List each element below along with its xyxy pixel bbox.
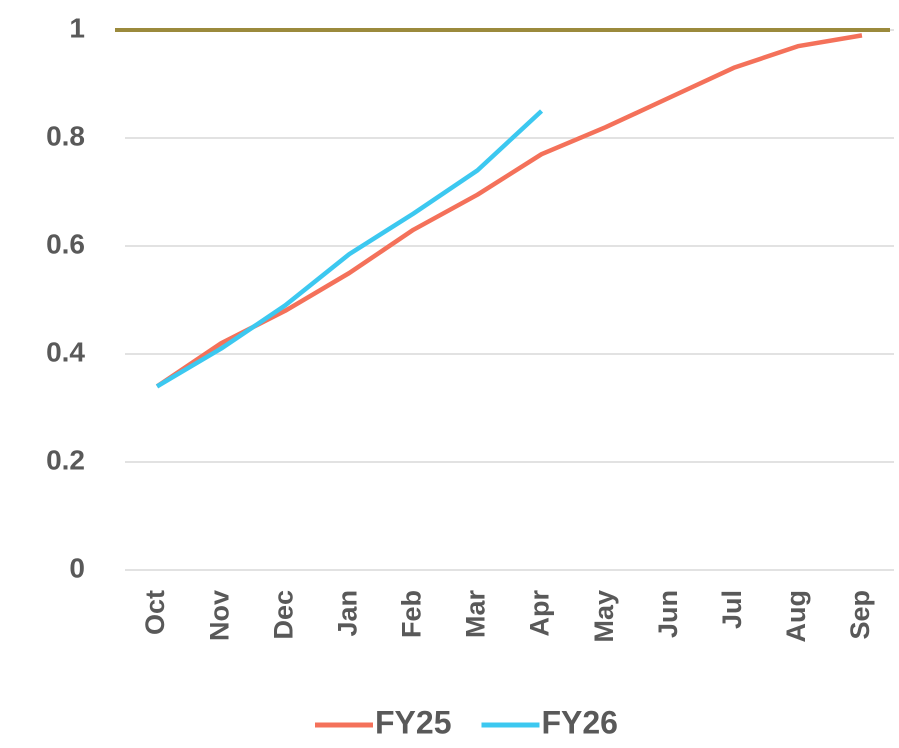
x-tick-label: Sep [845,590,875,640]
series-line [155,33,863,389]
series-line [155,109,544,389]
legend-label: FY25 [375,704,451,740]
x-tick-label: Feb [397,590,427,638]
legend-label: FY26 [541,704,617,740]
x-tick-label: Jan [332,590,362,637]
y-tick-label: 0.8 [46,120,85,151]
x-tick-label: Mar [461,590,491,639]
x-tick-label: Oct [140,590,170,635]
y-tick-label: 0.2 [46,444,85,475]
x-tick-label: Jul [717,590,747,629]
y-tick-label: 0.6 [46,228,85,259]
x-tick-label: Dec [268,590,298,640]
x-tick-label: Aug [781,590,811,642]
x-tick-label: May [589,590,619,643]
y-tick-label: 0 [69,552,85,583]
x-tick-label: Apr [525,590,555,637]
y-tick-label: 1 [69,12,85,43]
x-tick-label: Jun [653,590,683,638]
y-tick-label: 0.4 [46,336,85,367]
x-tick-label: Nov [204,590,234,641]
